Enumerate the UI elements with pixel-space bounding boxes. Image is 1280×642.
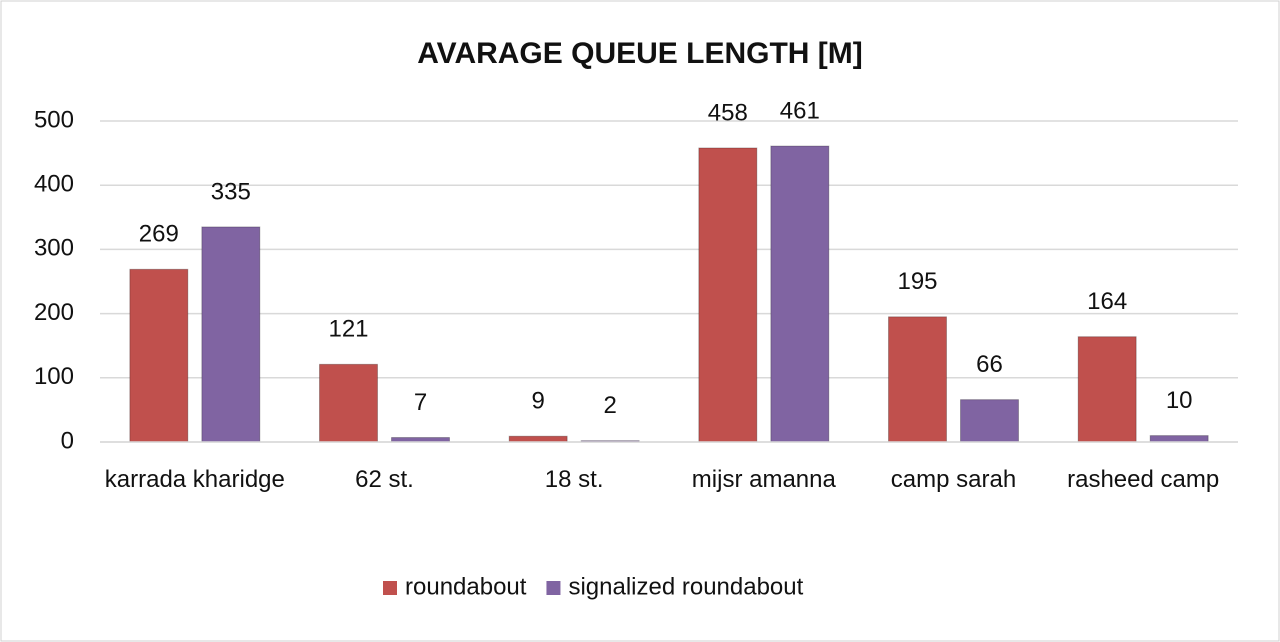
data-label: 195 — [897, 268, 937, 295]
legend-swatch — [383, 581, 397, 595]
x-tick-label: rasheed camp — [1067, 466, 1220, 493]
data-label: 66 — [976, 351, 1003, 378]
legend-swatch — [546, 581, 561, 595]
legend-label: signalized roundabout — [568, 573, 803, 600]
bar — [1149, 435, 1209, 443]
bar — [888, 316, 947, 443]
x-tick-label: 18 st. — [544, 466, 604, 493]
y-tick-label: 100 — [34, 363, 74, 390]
y-tick-label: 200 — [34, 299, 74, 326]
data-label: 461 — [780, 97, 820, 124]
legend-label: roundabout — [405, 573, 527, 600]
data-label: 2 — [603, 392, 616, 419]
bar — [698, 147, 758, 443]
bar — [960, 399, 1019, 443]
x-tick-label: camp sarah — [890, 466, 1017, 493]
x-tick-label: 62 st. — [355, 466, 414, 493]
data-label: 269 — [139, 221, 179, 248]
data-label: 164 — [1087, 288, 1127, 315]
x-tick-label: mijsr amanna — [691, 466, 836, 493]
bar — [201, 226, 261, 443]
bar — [319, 363, 378, 443]
bar — [129, 268, 189, 443]
data-label: 335 — [211, 178, 251, 205]
y-tick-label: 400 — [34, 171, 74, 198]
chart-title: AVARAGE QUEUE LENGTH [M] — [417, 37, 863, 70]
x-tick-label: karrada kharidge — [104, 466, 285, 493]
data-label: 7 — [414, 389, 427, 416]
bar — [770, 145, 830, 443]
data-label: 10 — [1166, 387, 1193, 414]
data-label: 9 — [531, 388, 544, 415]
y-tick-label: 300 — [34, 235, 74, 262]
y-tick-label: 500 — [34, 106, 74, 133]
y-tick-label: 0 — [61, 427, 74, 454]
data-label: 458 — [708, 99, 748, 126]
data-label: 121 — [328, 316, 368, 343]
bar — [1077, 336, 1137, 443]
bar — [508, 435, 568, 443]
